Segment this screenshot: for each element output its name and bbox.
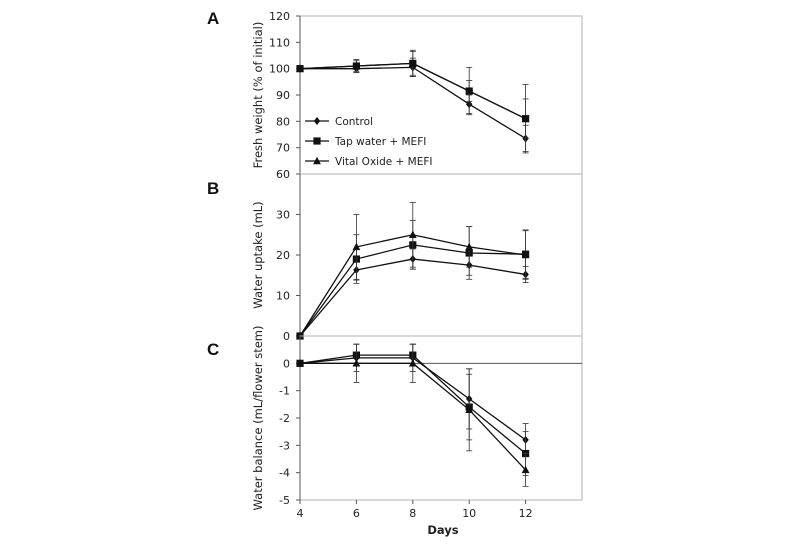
- y-tick-label: -1: [279, 385, 290, 398]
- y-axis-title: Water balance (mL/flower stem): [251, 326, 265, 511]
- x-tick-label: 4: [297, 507, 304, 520]
- y-tick-label: -3: [279, 439, 290, 452]
- data-point: [521, 114, 530, 122]
- y-tick-label: 80: [276, 115, 290, 128]
- y-tick-label: 60: [276, 168, 290, 181]
- data-point: [408, 59, 417, 67]
- series-vital-oxide-mefi: [296, 49, 530, 139]
- legend-label: Vital Oxide + MEFI: [335, 156, 433, 168]
- data-point: [521, 250, 530, 259]
- y-tick-label: 30: [276, 209, 290, 222]
- data-point: [465, 242, 474, 251]
- y-tick-label: 0: [283, 330, 290, 343]
- y-tick-label: 10: [276, 290, 290, 303]
- data-point: [352, 242, 361, 251]
- legend: Control Tap water + MEFI Vital Oxide + MEF…: [305, 116, 433, 168]
- y-tick-label: 110: [269, 36, 290, 49]
- data-point: [296, 64, 304, 72]
- series-vital-oxide-mefi: [296, 201, 530, 340]
- y-axis-title: Fresh weight (% of initial): [251, 22, 265, 169]
- legend-marker: [313, 137, 321, 145]
- panel-label: C: [207, 340, 219, 359]
- series-line: [300, 66, 526, 140]
- data-point: [352, 359, 361, 367]
- panel-c: -5 -4 -3 -2 -1 0 C Water balance (mL/flower ste…: [207, 326, 583, 511]
- plot-frame: [299, 15, 583, 175]
- panel-label: A: [207, 9, 219, 28]
- series-vital-oxide-mefi: [296, 343, 530, 487]
- y-axis-title: Water uptake (mL): [251, 201, 265, 308]
- panel-b: 0 10 20 30 B Water uptake (mL): [207, 173, 583, 343]
- x-axis: 4 6 8 10 12: [297, 500, 533, 520]
- data-point: [465, 86, 474, 95]
- y-tick-label: 90: [276, 89, 290, 102]
- legend-marker: [313, 156, 321, 165]
- x-axis-title: Days: [427, 523, 458, 537]
- legend-marker: [313, 117, 321, 125]
- y-tick-label: -5: [279, 494, 290, 507]
- y-tick-label: 120: [269, 10, 290, 23]
- y-tick-label: -4: [279, 467, 290, 480]
- x-tick-label: 6: [353, 507, 360, 520]
- data-point: [465, 405, 474, 413]
- data-point: [296, 359, 304, 367]
- plot-frame: [299, 335, 583, 501]
- y-tick-label: 100: [269, 63, 290, 76]
- y-tick-label: 20: [276, 249, 290, 262]
- data-point: [408, 230, 417, 238]
- data-point: [408, 359, 417, 367]
- y-tick-label: 70: [276, 142, 290, 155]
- x-tick-label: 10: [462, 507, 476, 520]
- data-point: [352, 61, 361, 70]
- x-tick-label: 12: [519, 507, 533, 520]
- data-point: [521, 465, 530, 474]
- plot-frame: [299, 173, 583, 337]
- y-tick-label: -2: [279, 412, 290, 425]
- legend-label: Tap water + MEFI: [334, 136, 426, 148]
- panel-a: 60 70 80 90 100 110 120 A Fresh weight (% of ini…: [207, 9, 583, 181]
- y-tick-label: 0: [283, 357, 290, 370]
- panel-label: B: [207, 179, 219, 198]
- x-tick-label: 8: [409, 507, 416, 520]
- series-line: [299, 258, 526, 337]
- legend-label: Control: [335, 116, 373, 128]
